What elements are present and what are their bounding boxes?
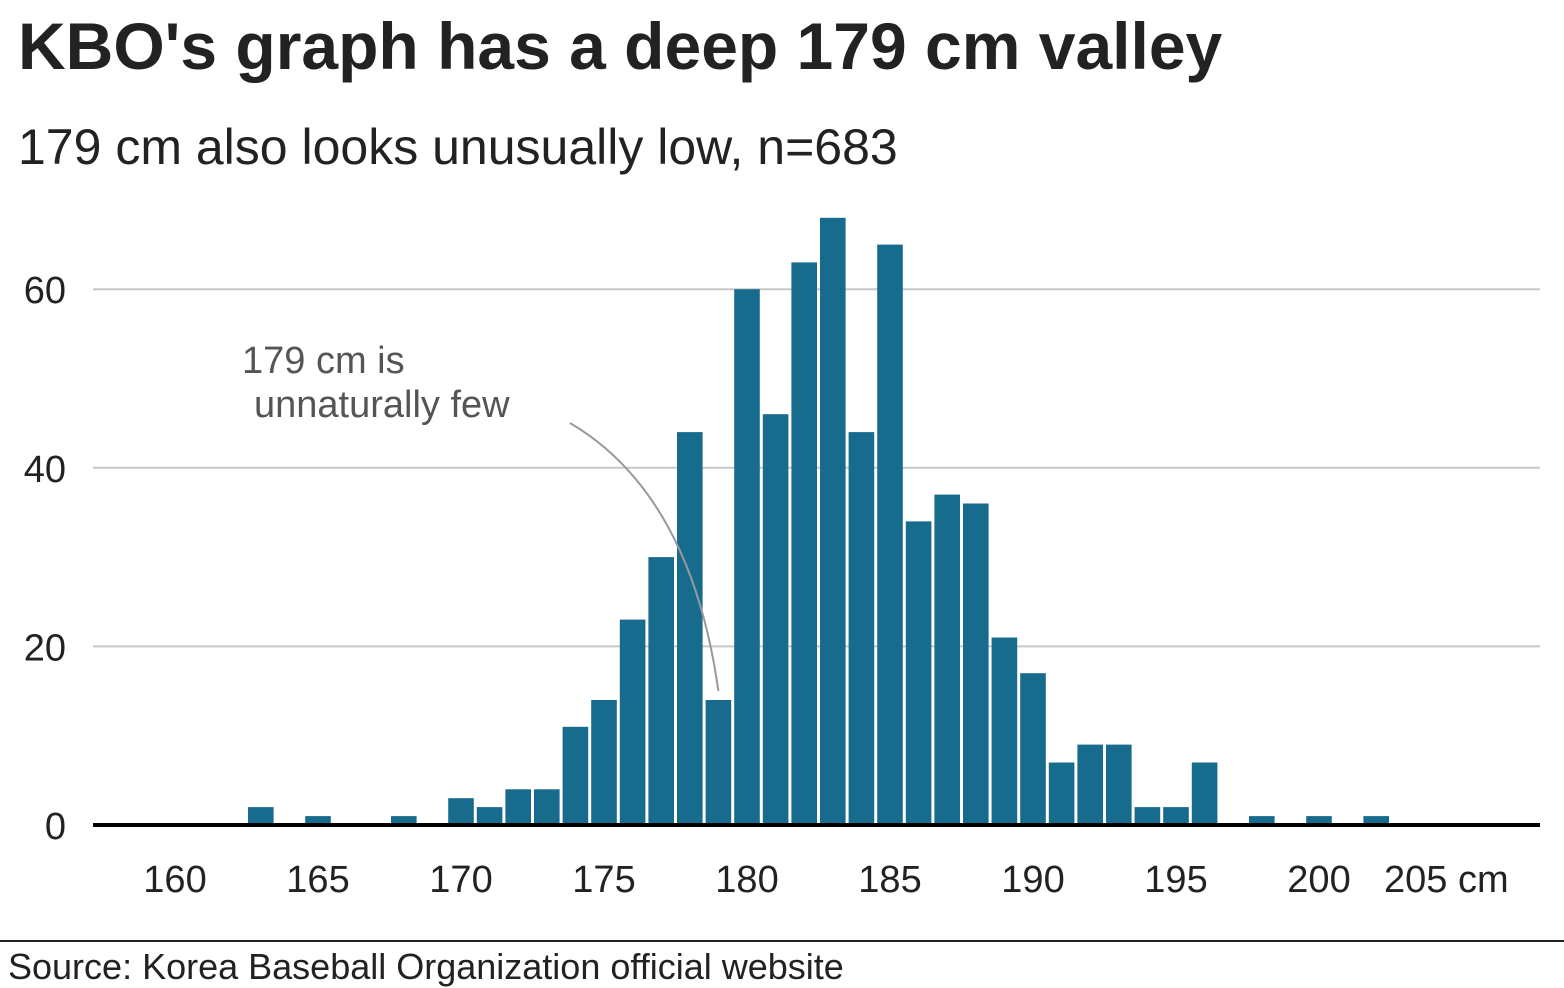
x-tick-label: 165 bbox=[286, 859, 349, 901]
bar-196 bbox=[1191, 762, 1218, 825]
bar-192 bbox=[1077, 744, 1103, 825]
bar-185 bbox=[877, 244, 903, 826]
annotation: 179 cm is unnaturally few bbox=[242, 340, 720, 692]
bar-163 bbox=[248, 807, 274, 825]
annotation-line-2: unnaturally few bbox=[254, 384, 510, 426]
bar-179 bbox=[705, 700, 732, 825]
bar-181 bbox=[762, 414, 789, 825]
x-tick-label: 200 bbox=[1287, 859, 1350, 901]
bar-189 bbox=[991, 637, 1018, 825]
x-tick-label: 195 bbox=[1144, 859, 1207, 901]
y-tick-labels: 0 20 40 60 bbox=[24, 270, 66, 848]
bar-171 bbox=[476, 807, 503, 825]
y-tick-label: 40 bbox=[24, 449, 66, 491]
bar-195 bbox=[1163, 807, 1189, 825]
bar-202 bbox=[1363, 816, 1389, 825]
bar-170 bbox=[448, 798, 474, 825]
bar-191 bbox=[1048, 762, 1075, 825]
source-divider bbox=[0, 940, 1564, 942]
bar-174 bbox=[562, 726, 589, 825]
bar-193 bbox=[1106, 744, 1132, 825]
bar-177 bbox=[648, 557, 674, 825]
x-tick-label: 175 bbox=[572, 859, 635, 901]
bar-190 bbox=[1020, 673, 1046, 825]
bar-165 bbox=[305, 816, 331, 825]
x-tick-label: 170 bbox=[429, 859, 492, 901]
y-tick-label: 0 bbox=[45, 806, 66, 848]
bar-184 bbox=[848, 432, 875, 825]
bar-180 bbox=[734, 289, 760, 825]
chart-title: KBO's graph has a deep 179 cm valley bbox=[18, 9, 1223, 83]
bar-173 bbox=[534, 789, 560, 825]
source-note: Source: Korea Baseball Organization offi… bbox=[8, 946, 844, 987]
bar-198 bbox=[1249, 816, 1275, 825]
bar-168 bbox=[391, 816, 417, 825]
chart-subtitle: 179 cm also looks unusually low, n=683 bbox=[18, 119, 898, 175]
x-tick-label: 190 bbox=[1001, 859, 1064, 901]
bar-175 bbox=[591, 700, 617, 825]
bar-176 bbox=[619, 619, 646, 825]
y-tick-label: 20 bbox=[24, 627, 66, 669]
x-tick-label: 205 cm bbox=[1384, 859, 1509, 901]
annotation-line-1: 179 cm is bbox=[242, 340, 405, 382]
bar-186 bbox=[905, 521, 932, 825]
x-tick-label: 160 bbox=[143, 859, 206, 901]
bar-194 bbox=[1134, 807, 1161, 825]
x-tick-labels: 160 165 170 175 180 185 190 195 200 205 cm bbox=[143, 859, 1508, 901]
bar-188 bbox=[963, 503, 989, 825]
bar-183 bbox=[820, 217, 846, 826]
bar-178 bbox=[677, 432, 703, 825]
x-tick-label: 185 bbox=[858, 859, 921, 901]
y-tick-label: 60 bbox=[24, 270, 66, 312]
bar-172 bbox=[505, 789, 531, 825]
bars bbox=[248, 217, 1389, 826]
bar-200 bbox=[1306, 816, 1332, 825]
annotation-leader-line bbox=[569, 422, 720, 692]
x-tick-label: 180 bbox=[715, 859, 778, 901]
bar-187 bbox=[934, 494, 960, 825]
bar-182 bbox=[791, 262, 817, 825]
